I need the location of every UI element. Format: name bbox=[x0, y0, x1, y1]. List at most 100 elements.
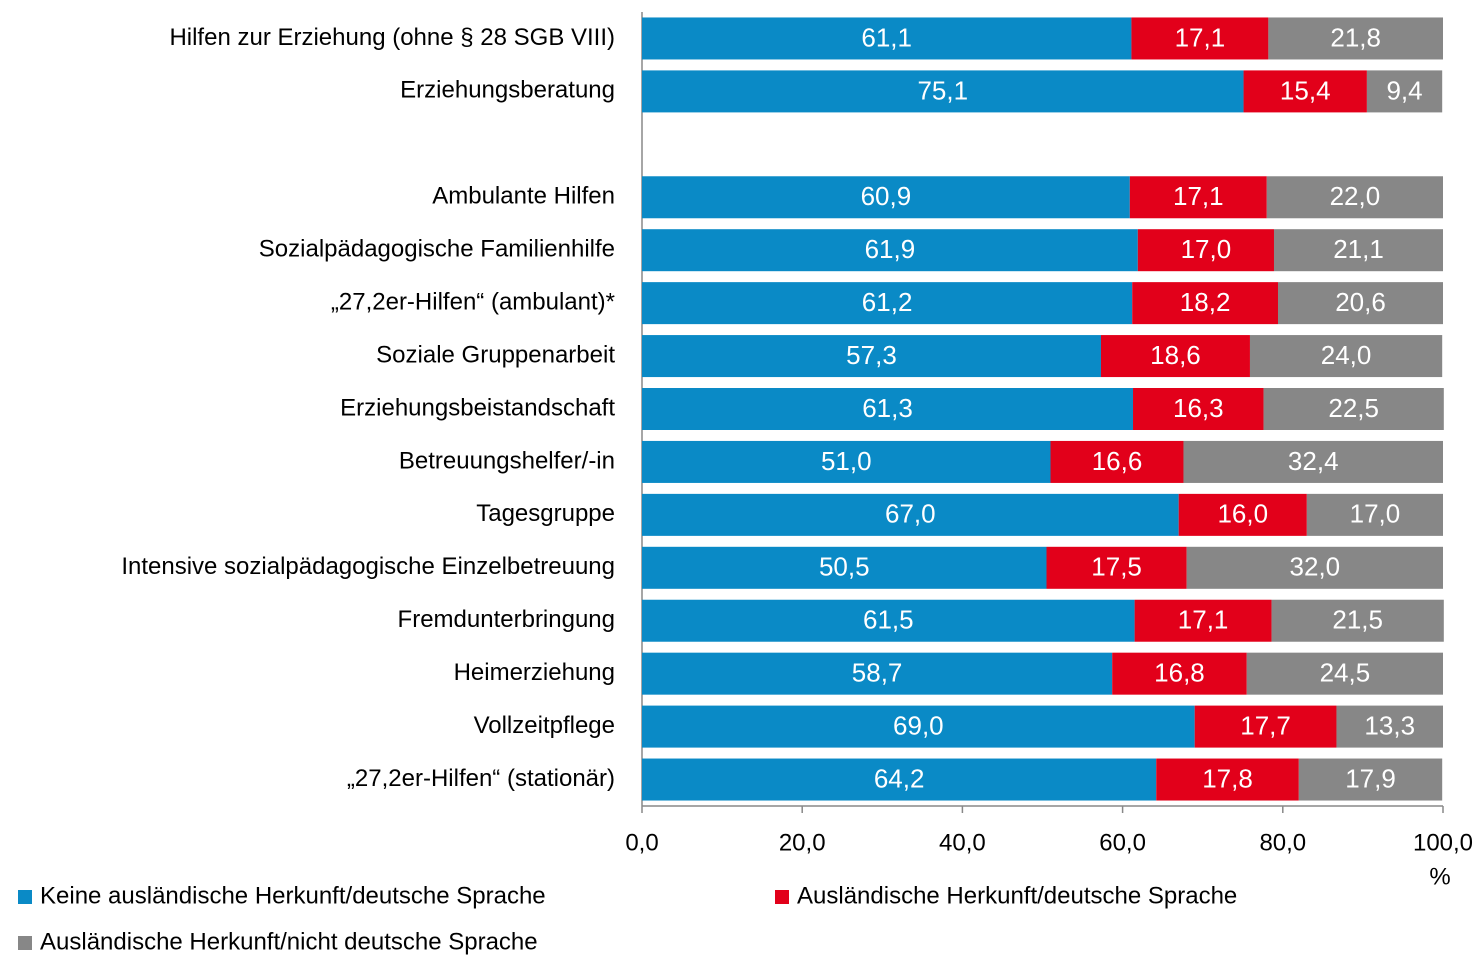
category-label: „27,2er-Hilfen“ (stationär) bbox=[347, 765, 615, 792]
value-label: 61,1 bbox=[861, 22, 912, 52]
value-label: 24,0 bbox=[1321, 340, 1372, 370]
bar-segment bbox=[1366, 70, 1443, 113]
value-label: 9,4 bbox=[1386, 75, 1422, 105]
value-label: 50,5 bbox=[819, 552, 870, 582]
bar-segment bbox=[1046, 546, 1187, 589]
value-label: 17,8 bbox=[1202, 763, 1253, 793]
value-label: 61,5 bbox=[863, 605, 914, 635]
value-label: 69,0 bbox=[893, 710, 944, 740]
bar-segment bbox=[1100, 335, 1250, 378]
value-label: 22,5 bbox=[1328, 393, 1379, 423]
bar-segment bbox=[642, 546, 1047, 589]
bar-segment bbox=[1273, 229, 1443, 272]
category-label: Soziale Gruppenarbeit bbox=[376, 341, 615, 368]
legend-label: Keine ausländische Herkunft/deutsche Spr… bbox=[40, 882, 546, 909]
value-label: 57,3 bbox=[846, 340, 897, 370]
bar-segment bbox=[1268, 17, 1443, 60]
bar-segment bbox=[642, 705, 1195, 748]
category-label: Ambulante Hilfen bbox=[432, 183, 615, 210]
category-label: Hilfen zur Erziehung (ohne § 28 SGB VIII… bbox=[169, 24, 615, 51]
bar-segment bbox=[642, 493, 1179, 536]
value-label: 20,6 bbox=[1335, 287, 1386, 317]
value-label: 61,2 bbox=[862, 287, 913, 317]
bar-segment bbox=[1271, 599, 1444, 642]
value-label: 32,0 bbox=[1290, 552, 1341, 582]
value-label: 67,0 bbox=[885, 499, 936, 529]
value-label: 21,5 bbox=[1332, 605, 1383, 635]
value-label: 13,3 bbox=[1364, 710, 1415, 740]
value-label: 17,7 bbox=[1240, 710, 1291, 740]
bar-segment bbox=[1137, 229, 1274, 272]
bar-segment bbox=[1194, 705, 1337, 748]
bar-segment bbox=[642, 282, 1133, 325]
category-label: Erziehungsbeistandschaft bbox=[340, 394, 615, 421]
bar-segment bbox=[1156, 758, 1299, 801]
value-label: 75,1 bbox=[917, 75, 968, 105]
bar-segment bbox=[1050, 440, 1184, 483]
value-label: 24,5 bbox=[1320, 658, 1371, 688]
value-label: 60,9 bbox=[861, 181, 912, 211]
value-label: 21,1 bbox=[1333, 234, 1384, 264]
value-label: 17,1 bbox=[1178, 605, 1229, 635]
bar-segment bbox=[642, 758, 1157, 801]
bar-segment bbox=[642, 652, 1113, 695]
category-label: Fremdunterbringung bbox=[398, 606, 615, 633]
bar-segment bbox=[642, 17, 1132, 60]
value-label: 17,5 bbox=[1091, 552, 1142, 582]
bar-segment bbox=[1306, 493, 1443, 536]
legend-swatch bbox=[775, 890, 789, 904]
value-label: 18,2 bbox=[1180, 287, 1231, 317]
bar-segment bbox=[1277, 282, 1443, 325]
x-tick-label: 60,0 bbox=[1099, 829, 1146, 856]
x-tick-label: 40,0 bbox=[939, 829, 986, 856]
x-tick-label: 100,0 bbox=[1413, 829, 1473, 856]
value-label: 32,4 bbox=[1288, 446, 1339, 476]
value-label: 58,7 bbox=[852, 658, 903, 688]
x-axis-label: % bbox=[1429, 863, 1450, 890]
bar-segment bbox=[1298, 758, 1443, 801]
bar-segment bbox=[1112, 652, 1247, 695]
legend-label: Ausländische Herkunft/deutsche Sprache bbox=[797, 882, 1237, 909]
category-label: Intensive sozialpädagogische Einzelbetre… bbox=[121, 553, 615, 580]
value-label: 16,8 bbox=[1154, 658, 1205, 688]
value-label: 17,0 bbox=[1350, 499, 1401, 529]
bar-segment bbox=[642, 70, 1244, 113]
bar-segment bbox=[1134, 599, 1272, 642]
bar-segment bbox=[1133, 388, 1264, 430]
bar-segment bbox=[1249, 335, 1443, 378]
bar-segment bbox=[642, 176, 1130, 219]
value-label: 16,3 bbox=[1173, 393, 1224, 423]
legend-label: Ausländische Herkunft/nicht deutsche Spr… bbox=[40, 928, 538, 955]
value-label: 17,0 bbox=[1181, 234, 1232, 264]
category-label: Erziehungsberatung bbox=[400, 77, 615, 104]
bar-segment bbox=[1129, 176, 1267, 219]
bar-segment bbox=[642, 388, 1134, 430]
value-label: 15,4 bbox=[1280, 75, 1331, 105]
bar-segment bbox=[1246, 652, 1443, 695]
bar-segment bbox=[642, 335, 1101, 378]
value-label: 17,1 bbox=[1173, 181, 1224, 211]
bar-segment bbox=[642, 440, 1051, 483]
bar-segment bbox=[1243, 70, 1367, 113]
category-label: „27,2er-Hilfen“ (ambulant)* bbox=[331, 288, 615, 315]
legend-swatch bbox=[18, 890, 32, 904]
bar-segment bbox=[642, 229, 1138, 272]
x-tick-label: 80,0 bbox=[1259, 829, 1306, 856]
value-label: 17,1 bbox=[1175, 22, 1226, 52]
bar-segment bbox=[642, 599, 1135, 642]
value-label: 21,8 bbox=[1330, 22, 1381, 52]
value-label: 64,2 bbox=[874, 763, 925, 793]
value-label: 18,6 bbox=[1150, 340, 1201, 370]
category-label: Vollzeitpflege bbox=[474, 712, 615, 739]
bar-segment bbox=[1263, 388, 1444, 430]
category-label: Tagesgruppe bbox=[476, 500, 615, 527]
bar-segment bbox=[1183, 440, 1443, 483]
bar-segment bbox=[1186, 546, 1443, 589]
category-label: Heimerziehung bbox=[454, 659, 615, 686]
category-label: Betreuungshelfer/-in bbox=[399, 447, 615, 474]
bar-segment bbox=[1266, 176, 1443, 219]
value-label: 61,9 bbox=[865, 234, 916, 264]
value-label: 22,0 bbox=[1330, 181, 1381, 211]
x-tick-label: 0,0 bbox=[625, 829, 658, 856]
